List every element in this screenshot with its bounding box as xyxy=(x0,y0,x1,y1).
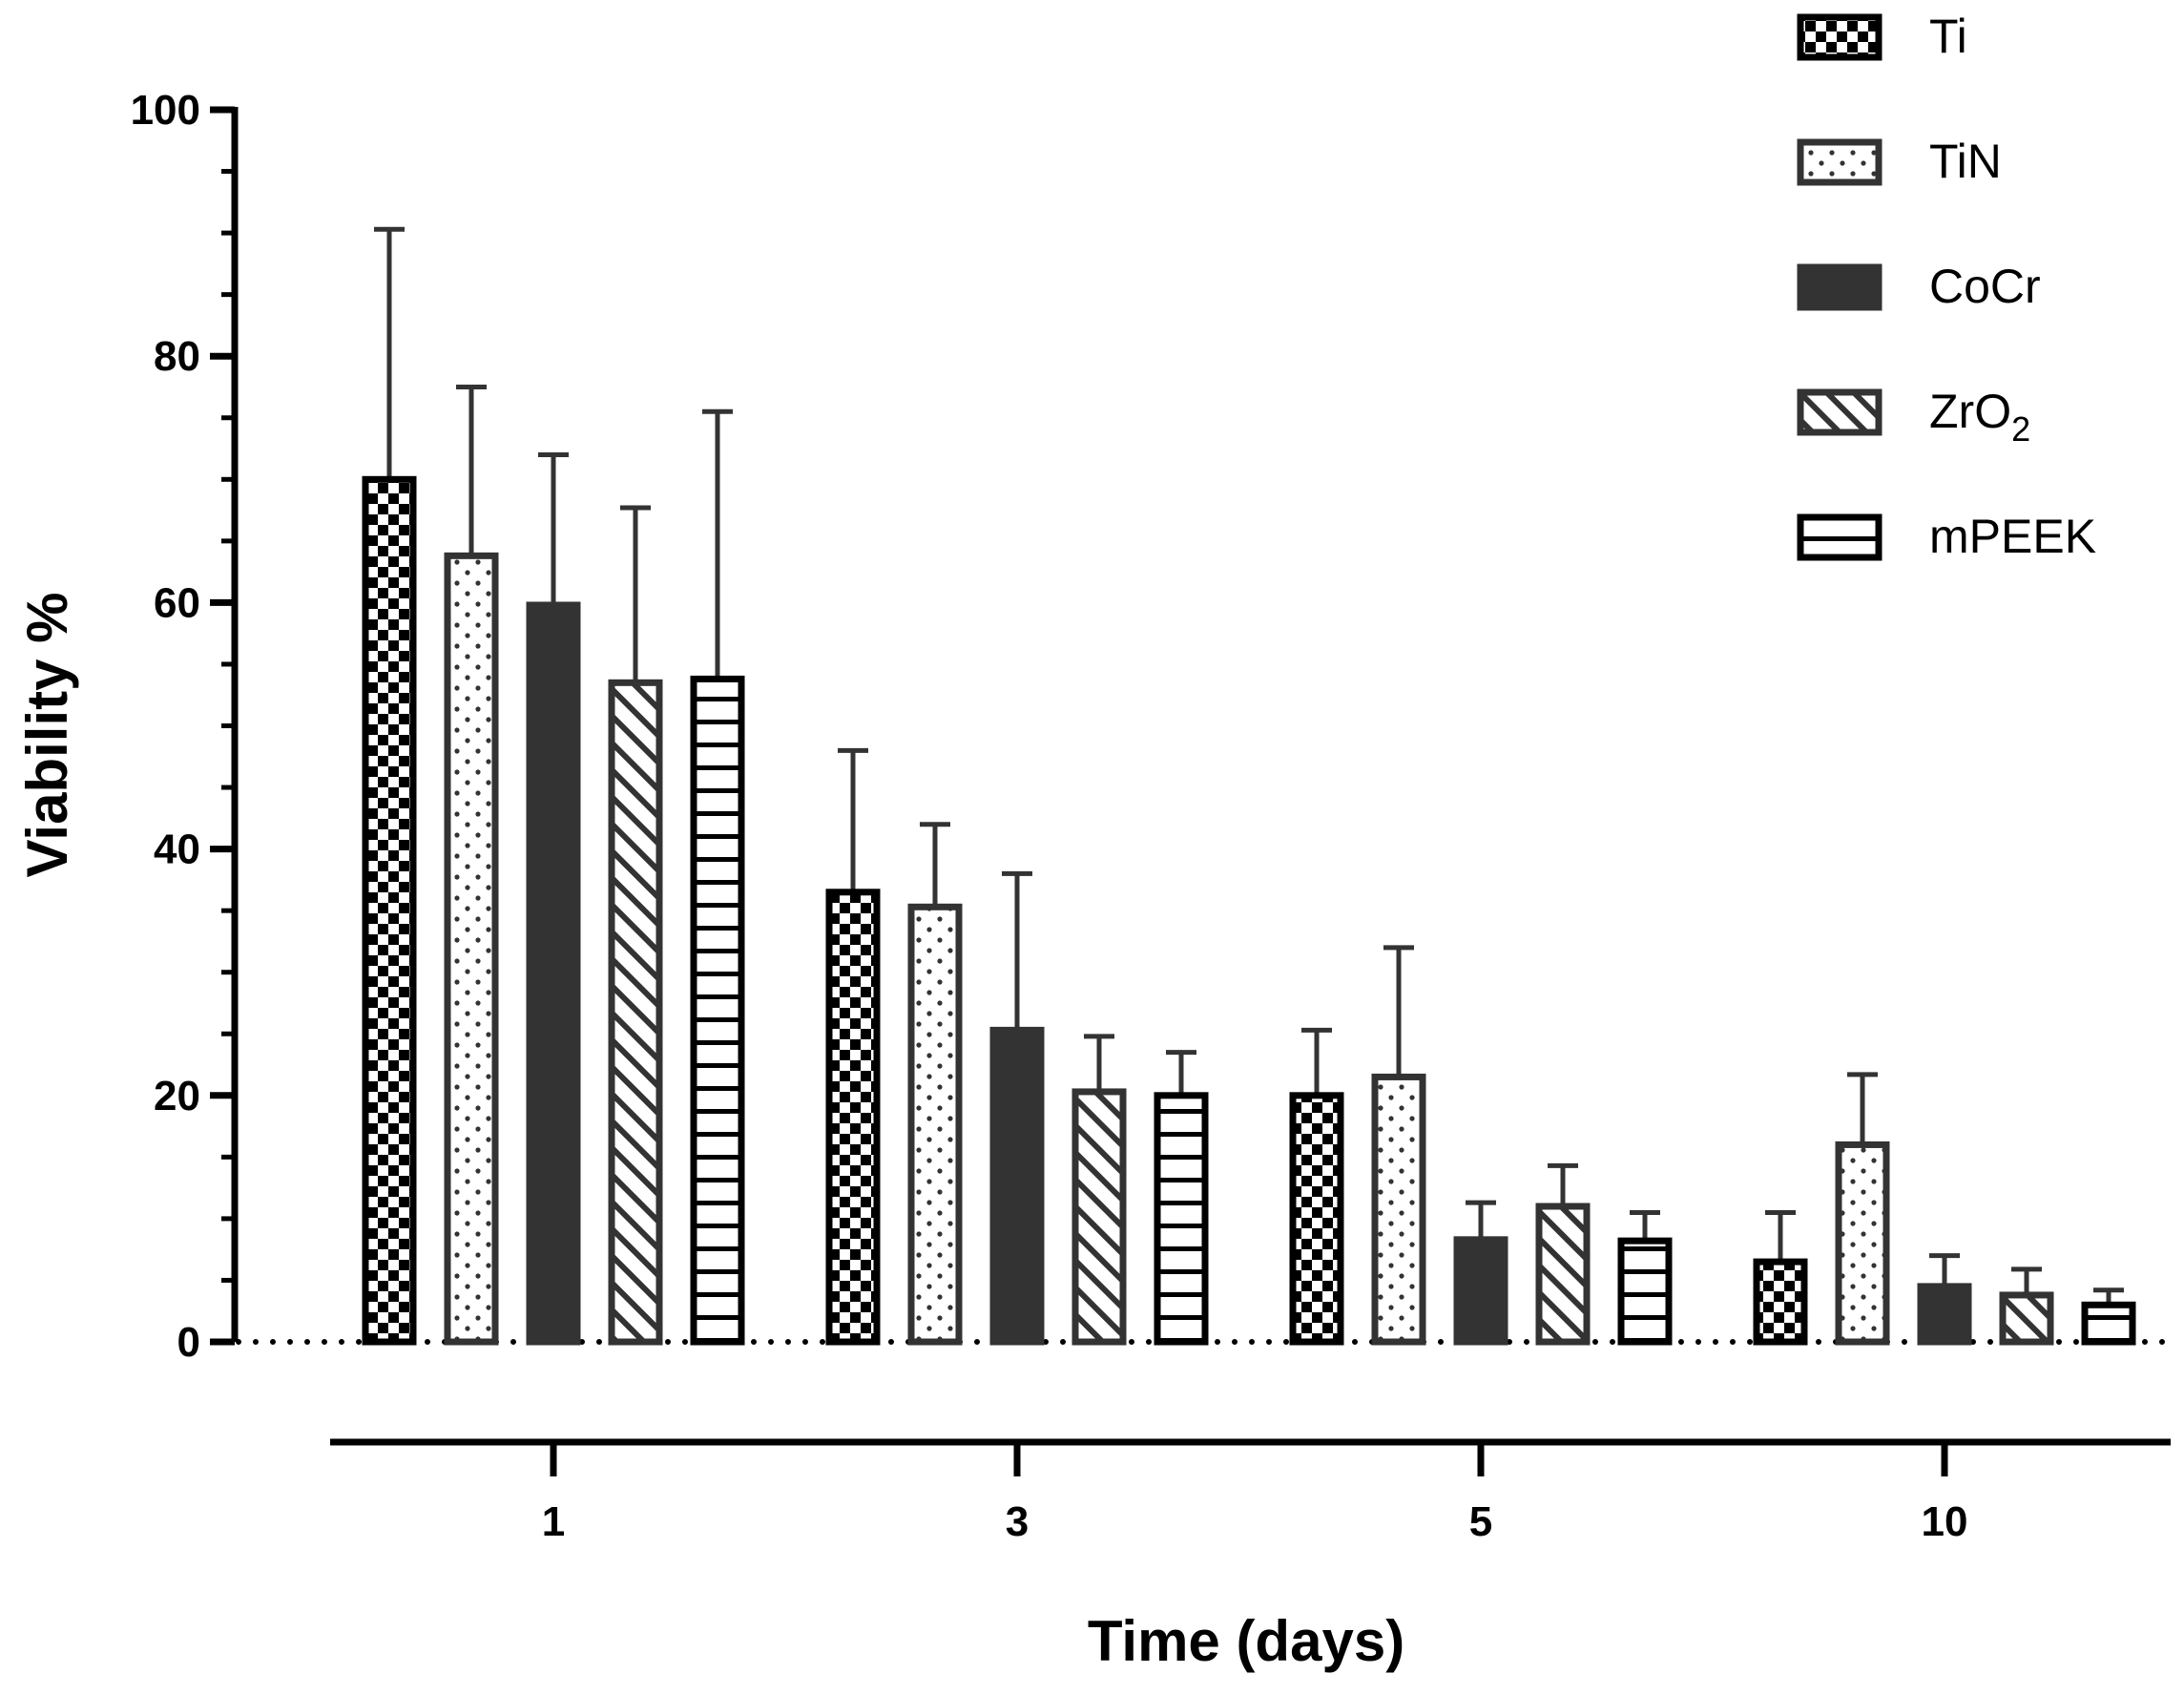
x-tick-label: 3 xyxy=(1006,1498,1029,1545)
bar-zro2-day-10 xyxy=(1999,1291,2054,1346)
y-axis: 0 20 40 60 80 100 xyxy=(131,87,2174,1366)
legend-swatch xyxy=(1797,513,1882,561)
bar-tin-day-3 xyxy=(907,903,963,1346)
legend-swatch xyxy=(1797,13,1882,61)
bar-tin-day-10 xyxy=(1835,1140,1890,1346)
bar-ti-day-3 xyxy=(825,889,881,1346)
legend-item-mpeek: mPEEK xyxy=(1797,510,2096,563)
x-axis: 1 3 5 10 xyxy=(330,1438,2171,1545)
legend-label: mPEEK xyxy=(1929,510,2096,563)
bar-cocr-day-10 xyxy=(1917,1283,1972,1346)
legend-swatch xyxy=(1797,263,1882,311)
y-tick-label: 60 xyxy=(154,579,200,626)
y-tick-label: 0 xyxy=(177,1319,200,1366)
y-tick-label: 80 xyxy=(154,333,200,380)
y-tick-label: 100 xyxy=(131,87,200,134)
legend-label-main: TiN xyxy=(1929,135,2002,188)
bar-mpeek-day-1 xyxy=(690,675,745,1346)
bar-zro2-day-5 xyxy=(1535,1203,1591,1346)
legend-item-tin: TiN xyxy=(1797,135,2002,188)
bar-tin-day-5 xyxy=(1371,1073,1426,1346)
bar-ti-day-1 xyxy=(362,475,417,1346)
bar-cocr-day-5 xyxy=(1453,1236,1508,1346)
x-axis-title: Time (days) xyxy=(1088,1609,1404,1673)
y-axis-title: Viability % xyxy=(15,592,79,877)
x-tick-label: 5 xyxy=(1469,1498,1492,1545)
legend-swatch xyxy=(1797,388,1882,436)
legend-label: CoCr xyxy=(1929,260,2041,313)
bar-mpeek-day-5 xyxy=(1617,1237,1673,1346)
bar-mpeek-day-10 xyxy=(2081,1301,2136,1346)
legend-item-cocr: CoCr xyxy=(1797,260,2041,313)
bars xyxy=(362,226,2136,1346)
legend-label-main: Ti xyxy=(1929,10,1967,63)
legend-label: TiN xyxy=(1929,135,2002,188)
bar-zro2-day-1 xyxy=(608,679,663,1346)
legend-item-zro2: ZrO2 xyxy=(1797,385,2030,449)
legend-label-subscript: 2 xyxy=(2011,409,2030,449)
legend-label: ZrO2 xyxy=(1929,385,2030,449)
bar-tin-day-1 xyxy=(444,552,499,1346)
bar-cocr-day-3 xyxy=(989,1026,1045,1346)
legend-label: Ti xyxy=(1929,10,1967,63)
y-tick-label: 20 xyxy=(154,1073,200,1120)
legend-item-ti: Ti xyxy=(1797,10,1967,63)
legend-label-main: CoCr xyxy=(1929,260,2041,313)
legend-label-main: ZrO xyxy=(1929,385,2011,438)
legend-swatch xyxy=(1797,138,1882,186)
y-tick-label: 40 xyxy=(154,827,200,873)
bar-ti-day-10 xyxy=(1753,1258,1808,1346)
bar-cocr-day-1 xyxy=(526,601,581,1346)
bar-ti-day-5 xyxy=(1289,1092,1344,1346)
legend-label-main: mPEEK xyxy=(1929,510,2096,563)
x-tick-label: 10 xyxy=(1922,1498,1968,1545)
x-tick-label: 1 xyxy=(542,1498,565,1545)
bar-zro2-day-3 xyxy=(1071,1088,1127,1346)
bar-mpeek-day-3 xyxy=(1154,1092,1209,1346)
legend: Ti TiN CoCr ZrO2 mPEEK xyxy=(1797,10,2096,563)
